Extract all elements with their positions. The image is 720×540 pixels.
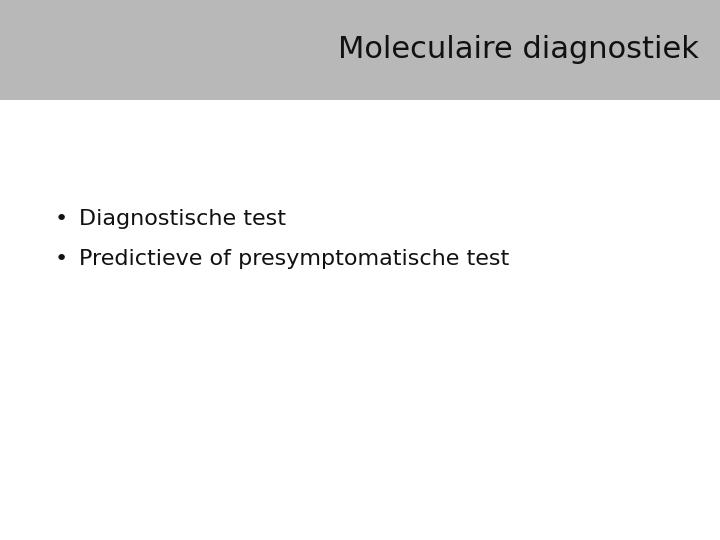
Text: Moleculaire diagnostiek: Moleculaire diagnostiek	[338, 36, 698, 64]
Bar	[0, 0, 720, 100]
Text: Diagnostische test: Diagnostische test	[79, 208, 287, 229]
Text: •: •	[55, 249, 68, 269]
Text: •: •	[55, 208, 68, 229]
Text: Predictieve of presymptomatische test: Predictieve of presymptomatische test	[79, 249, 510, 269]
